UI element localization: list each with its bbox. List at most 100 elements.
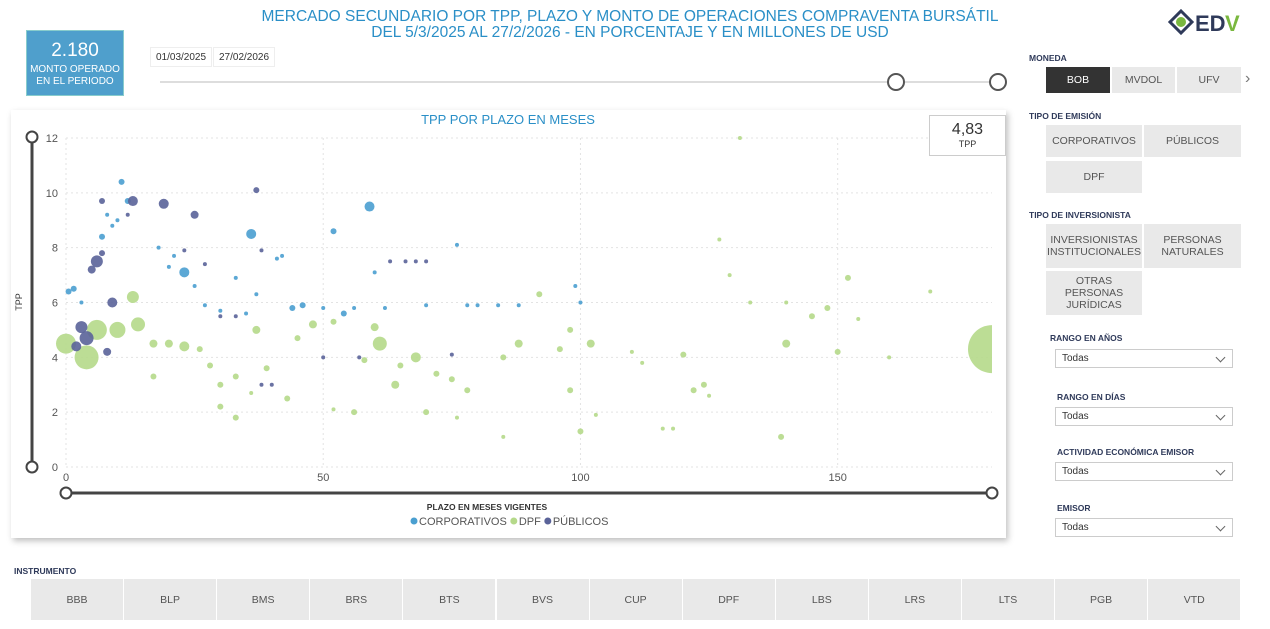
point-públicos[interactable] — [182, 248, 187, 253]
point-dpf[interactable] — [567, 326, 574, 333]
point-dpf[interactable] — [370, 323, 379, 332]
point-corporativos[interactable] — [516, 303, 521, 308]
instrumento-bts-button[interactable]: BTS — [403, 579, 496, 620]
point-públicos[interactable] — [202, 262, 207, 267]
point-corporativos[interactable] — [496, 303, 501, 308]
point-dpf[interactable] — [232, 373, 239, 380]
point-dpf[interactable] — [834, 348, 841, 355]
instrumento-lbs-button[interactable]: LBS — [775, 579, 868, 620]
instrumento-brs-button[interactable]: BRS — [310, 579, 403, 620]
point-corporativos[interactable] — [321, 305, 326, 310]
point-corporativos[interactable] — [280, 253, 285, 258]
point-dpf[interactable] — [501, 434, 506, 439]
point-públicos[interactable] — [403, 259, 408, 264]
y-slider-bottom-handle[interactable] — [25, 460, 39, 474]
point-dpf[interactable] — [782, 339, 791, 348]
point-públicos[interactable] — [87, 265, 96, 274]
point-dpf[interactable] — [252, 325, 261, 334]
point-dpf[interactable] — [284, 395, 291, 402]
instrumento-blp-button[interactable]: BLP — [124, 579, 217, 620]
instrumento-pgb-button[interactable]: PGB — [1055, 579, 1148, 620]
point-corporativos[interactable] — [118, 178, 125, 185]
emision-dpf-button[interactable]: DPF — [1046, 161, 1142, 193]
point-corporativos[interactable] — [99, 233, 106, 240]
point-públicos[interactable] — [127, 196, 138, 207]
point-dpf[interactable] — [109, 321, 126, 338]
date-slider-start-handle[interactable] — [887, 73, 905, 91]
point-corporativos[interactable] — [244, 311, 249, 316]
end-date-input[interactable]: 27/02/2026 — [213, 47, 276, 67]
point-públicos[interactable] — [190, 210, 199, 219]
point-dpf[interactable] — [308, 320, 317, 329]
date-slider-track[interactable] — [160, 81, 998, 83]
point-dpf[interactable] — [448, 376, 455, 383]
point-dpf[interactable] — [808, 313, 815, 320]
instrumento-lrs-button[interactable]: LRS — [868, 579, 961, 620]
point-corporativos[interactable] — [202, 303, 207, 308]
point-dpf[interactable] — [707, 393, 712, 398]
y-slider-top-handle[interactable] — [25, 130, 39, 144]
point-dpf[interactable] — [784, 300, 789, 305]
point-dpf[interactable] — [514, 339, 523, 348]
point-dpf[interactable] — [164, 339, 173, 348]
point-dpf[interactable] — [671, 426, 676, 431]
point-dpf[interactable] — [423, 409, 430, 416]
point-corporativos[interactable] — [289, 304, 296, 311]
moneda-ufv-button[interactable]: UFV — [1177, 67, 1241, 93]
point-públicos[interactable] — [424, 259, 429, 264]
point-dpf[interactable] — [372, 336, 387, 351]
point-corporativos[interactable] — [166, 264, 171, 269]
point-dpf[interactable] — [330, 318, 337, 325]
chevron-right-icon[interactable]: › — [1245, 70, 1251, 87]
point-corporativos[interactable] — [110, 223, 115, 228]
point-dpf[interactable] — [454, 415, 459, 420]
point-públicos[interactable] — [158, 198, 169, 209]
point-dpf[interactable] — [179, 341, 190, 352]
point-dpf[interactable] — [737, 136, 742, 140]
point-corporativos[interactable] — [274, 256, 279, 261]
point-dpf[interactable] — [217, 403, 224, 410]
point-públicos[interactable] — [233, 314, 238, 319]
point-dpf[interactable] — [856, 316, 861, 321]
point-dpf[interactable] — [351, 409, 358, 416]
point-públicos[interactable] — [357, 355, 362, 360]
moneda-bob-button[interactable]: BOB — [1046, 67, 1110, 93]
point-dpf[interactable] — [887, 355, 892, 360]
point-corporativos[interactable] — [578, 300, 583, 305]
point-corporativos[interactable] — [475, 303, 480, 308]
point-dpf[interactable] — [500, 354, 507, 361]
point-dpf[interactable] — [778, 433, 785, 440]
point-dpf[interactable] — [577, 428, 584, 435]
point-corporativos[interactable] — [172, 253, 177, 258]
point-dpf[interactable] — [748, 300, 753, 305]
point-dpf[interactable] — [680, 351, 687, 358]
rango-anos-dropdown[interactable]: Todas — [1055, 349, 1233, 368]
point-corporativos[interactable] — [382, 305, 387, 310]
point-dpf[interactable] — [294, 335, 301, 342]
instrumento-lts-button[interactable]: LTS — [962, 579, 1054, 620]
point-dpf[interactable] — [727, 273, 732, 278]
instrumento-vtd-button[interactable]: VTD — [1148, 579, 1241, 620]
point-corporativos[interactable] — [156, 245, 161, 250]
point-dpf[interactable] — [844, 274, 851, 281]
point-corporativos[interactable] — [179, 267, 190, 278]
point-dpf[interactable] — [700, 381, 707, 388]
point-dpf[interactable] — [150, 373, 157, 380]
point-públicos[interactable] — [259, 248, 264, 253]
point-corporativos[interactable] — [115, 218, 120, 223]
point-públicos[interactable] — [388, 259, 393, 264]
point-dpf[interactable] — [249, 390, 254, 395]
instrumento-bvs-button[interactable]: BVS — [496, 579, 589, 620]
point-corporativos[interactable] — [70, 285, 77, 292]
point-corporativos[interactable] — [352, 305, 357, 310]
point-dpf[interactable] — [536, 291, 543, 298]
instrumento-bms-button[interactable]: BMS — [217, 579, 310, 620]
point-dpf[interactable] — [131, 317, 146, 332]
point-dpf[interactable] — [56, 333, 76, 354]
point-corporativos[interactable] — [65, 288, 72, 295]
x-slider-left-handle[interactable] — [59, 486, 73, 500]
point-corporativos[interactable] — [218, 308, 223, 313]
point-corporativos[interactable] — [330, 228, 337, 235]
moneda-mvdol-button[interactable]: MVDOL — [1112, 67, 1175, 93]
instrumento-dpf-button[interactable]: DPF — [682, 579, 775, 620]
